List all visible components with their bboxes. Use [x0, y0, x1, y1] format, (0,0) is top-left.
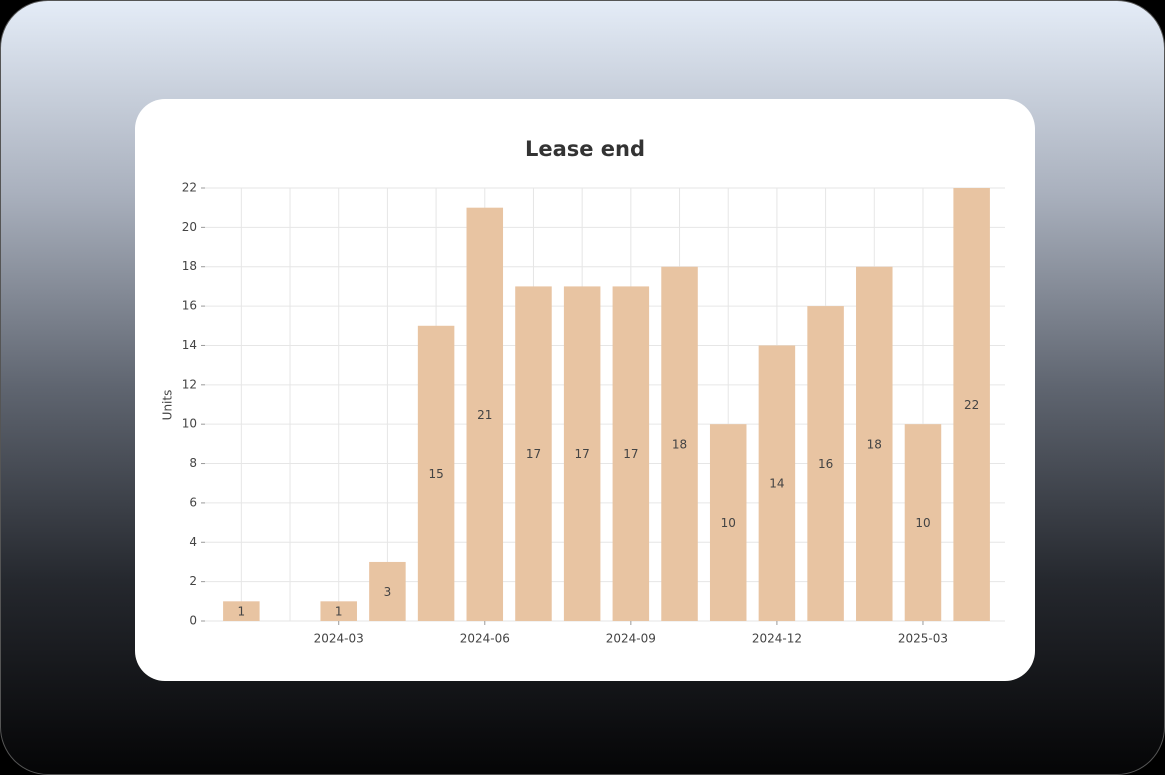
chart-card: Lease end Units 0 2 4 6 8 10 12 14 16 18 20 22 1 2024… [135, 99, 1035, 681]
data-label: 21 [477, 408, 492, 422]
x-tick-label: 2024-09 [606, 632, 656, 646]
data-label: 10 [915, 516, 930, 530]
y-tick-label: 6 [189, 495, 197, 509]
y-tick-label: 18 [182, 259, 197, 273]
bar [369, 561, 406, 621]
y-tick-label: 8 [189, 456, 197, 470]
y-tick-label: 16 [182, 299, 197, 313]
y-tick-label: 20 [182, 220, 197, 234]
bar [758, 345, 796, 621]
data-label: 17 [623, 447, 638, 461]
y-tick-label: 22 [182, 181, 197, 195]
chart: Lease end Units 0 2 4 6 8 10 12 14 16 18 20 22 1 2024… [161, 137, 1005, 646]
y-tick-label: 10 [182, 417, 197, 431]
bar [661, 266, 698, 621]
bar [466, 207, 504, 621]
data-label: 14 [769, 477, 784, 491]
bar [320, 601, 357, 621]
bar [563, 286, 601, 621]
bar [223, 601, 260, 621]
data-label: 1 [335, 605, 343, 619]
data-label: 16 [818, 457, 833, 471]
y-tick-label: 2 [189, 574, 197, 588]
y-tick-label: 12 [182, 377, 197, 391]
bar [709, 424, 747, 621]
data-label: 17 [575, 447, 590, 461]
bar [515, 286, 552, 621]
x-tick-label: 2024-03 [314, 632, 364, 646]
data-label: 10 [721, 516, 736, 530]
y-tick-label: 14 [182, 338, 197, 352]
bar [807, 306, 844, 621]
x-tick-label: 2025-03 [898, 632, 948, 646]
data-label: 1 [238, 605, 246, 619]
y-tick-label: 0 [189, 614, 197, 628]
data-label: 15 [428, 467, 443, 481]
y-axis-label: Units [161, 390, 175, 421]
bar [856, 266, 893, 621]
data-label: 22 [964, 398, 979, 412]
chart-title: Lease end [525, 137, 645, 161]
data-label: 18 [672, 437, 687, 451]
bar [612, 286, 650, 621]
data-label: 18 [867, 437, 882, 451]
data-label: 17 [526, 447, 541, 461]
data-label: 3 [384, 585, 392, 599]
bar [417, 325, 455, 621]
x-tick-label: 2024-12 [752, 632, 802, 646]
y-tick-label: 4 [189, 535, 197, 549]
bar [904, 424, 942, 621]
bar [953, 188, 990, 621]
x-tick-label: 2024-06 [460, 632, 510, 646]
